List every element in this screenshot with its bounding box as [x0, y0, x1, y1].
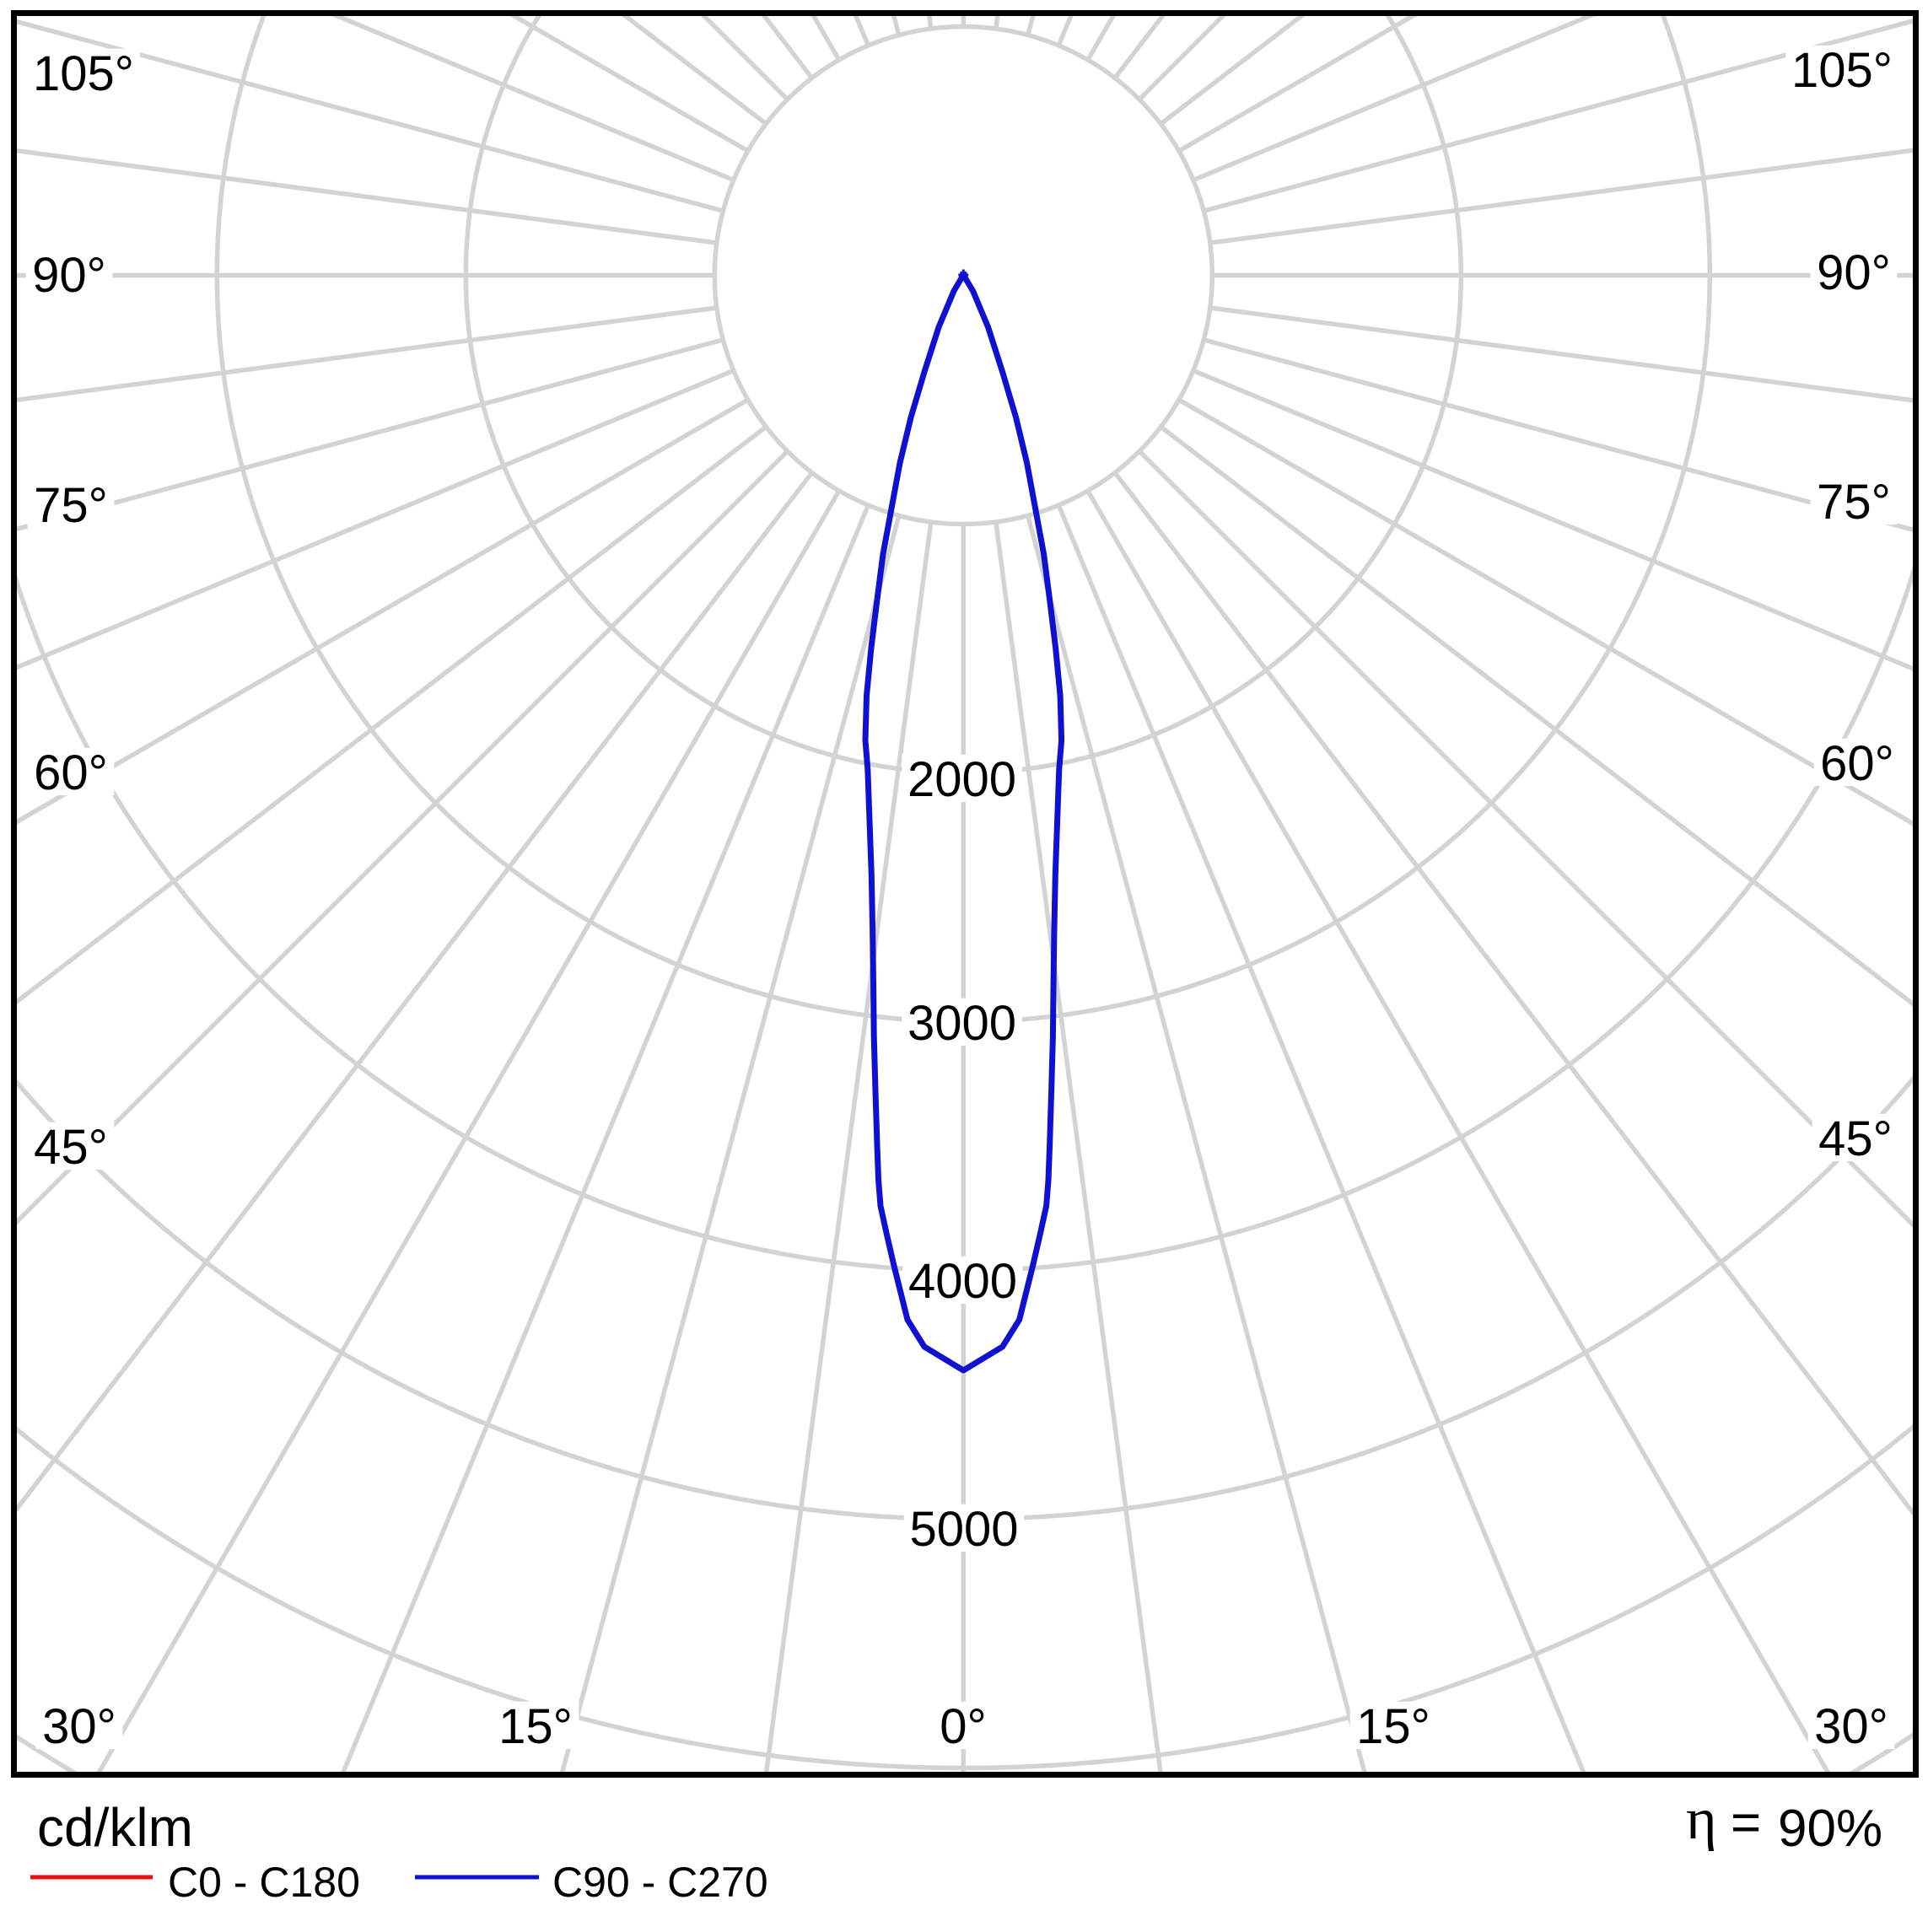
svg-text:4000: 4000: [908, 1254, 1017, 1309]
svg-text:60°: 60°: [34, 745, 108, 800]
svg-text:3000: 3000: [907, 996, 1016, 1051]
svg-text:15°: 15°: [1356, 1699, 1430, 1754]
svg-text:90°: 90°: [32, 248, 106, 303]
svg-text:30°: 30°: [42, 1699, 116, 1754]
svg-text:45°: 45°: [1818, 1111, 1893, 1166]
svg-text:105°: 105°: [1791, 43, 1893, 98]
svg-text:2000: 2000: [907, 752, 1016, 807]
svg-text:60°: 60°: [1820, 736, 1894, 791]
svg-text:30°: 30°: [1814, 1699, 1888, 1754]
svg-text:cd/klm: cd/klm: [37, 1797, 193, 1858]
svg-text:45°: 45°: [34, 1120, 108, 1175]
svg-text:90°: 90°: [1817, 245, 1891, 300]
svg-text:75°: 75°: [1817, 475, 1891, 530]
svg-text:0°: 0°: [940, 1699, 986, 1754]
svg-text:C90 - C270: C90 - C270: [552, 1859, 768, 1906]
svg-text:90%: 90%: [1778, 1800, 1882, 1858]
svg-text:=: =: [1731, 1794, 1761, 1852]
svg-text:C0 - C180: C0 - C180: [168, 1859, 360, 1906]
svg-text:5000: 5000: [909, 1502, 1018, 1557]
svg-text:105°: 105°: [33, 46, 134, 101]
svg-text:η: η: [1686, 1787, 1717, 1852]
svg-text:75°: 75°: [34, 478, 108, 533]
svg-text:15°: 15°: [498, 1699, 573, 1754]
